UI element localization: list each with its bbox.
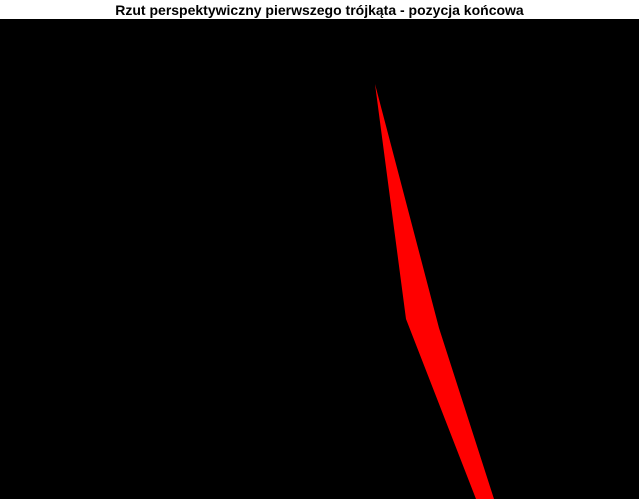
scene-background	[0, 19, 639, 499]
render-canvas	[0, 19, 639, 499]
scene-svg	[0, 19, 639, 499]
window-title: Rzut perspektywiczny pierwszego trójkąta…	[0, 0, 639, 19]
